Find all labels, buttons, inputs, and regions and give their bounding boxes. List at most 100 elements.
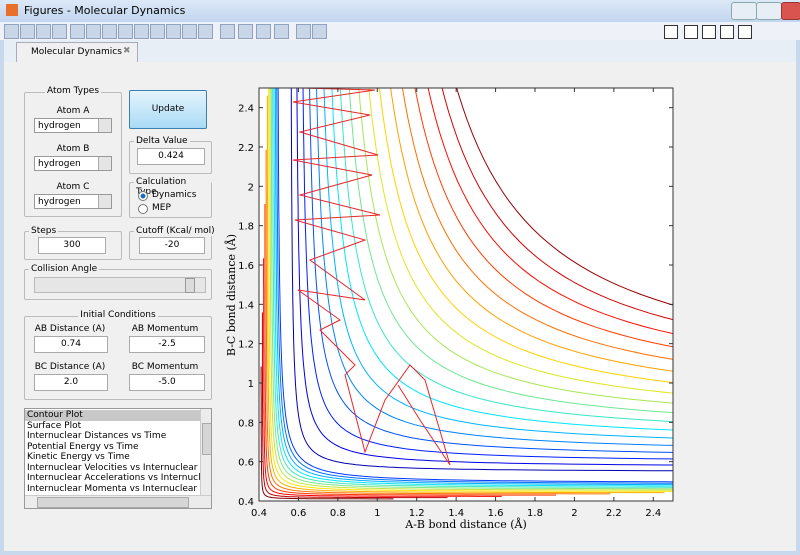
- list-item[interactable]: Potential Energy vs Time: [27, 441, 139, 452]
- tab[interactable]: Molecular Dynamics ✖: [16, 42, 138, 62]
- contour-line: [296, 88, 673, 466]
- list-item[interactable]: Contour Plot: [25, 410, 200, 421]
- update-button[interactable]: Update: [129, 90, 207, 129]
- toolbar-icon[interactable]: [4, 24, 19, 39]
- label: Atom B: [56, 144, 90, 154]
- group-title: Cutoff (Kcal/ mol): [134, 226, 217, 236]
- toolbar-icon[interactable]: [20, 24, 35, 39]
- dropdown[interactable]: hydrogen: [34, 194, 112, 209]
- list-item[interactable]: Internuclear Momenta vs Internuclear Dis…: [27, 483, 200, 494]
- text-input[interactable]: 0.424: [137, 148, 205, 165]
- contour-line: [269, 88, 673, 491]
- dropdown[interactable]: hydrogen: [34, 156, 112, 171]
- x-axis-label: A-B bond distance (Å): [404, 517, 527, 531]
- list-item[interactable]: Kinetic Energy vs Time: [27, 452, 130, 462]
- label: Atom A: [56, 106, 90, 116]
- slider[interactable]: [34, 277, 206, 293]
- list-item[interactable]: Internuclear Accelerations vs Internucle…: [27, 473, 200, 483]
- contour-line: [268, 88, 673, 492]
- radio-label: MEP: [152, 203, 171, 213]
- contour-line: [348, 88, 673, 414]
- contour-line: [266, 95, 665, 494]
- dropdown[interactable]: hydrogen: [34, 118, 112, 133]
- contour-line: [378, 88, 673, 384]
- list-item[interactable]: Surface Plot: [27, 420, 82, 431]
- contour-line: [456, 88, 673, 306]
- text-input[interactable]: 300: [38, 237, 106, 254]
- contour-lines: [260, 88, 673, 500]
- contour-line: [390, 88, 673, 372]
- label: BC Distance (A): [34, 362, 106, 372]
- contour-line: [331, 88, 673, 431]
- radio-label: Dynamics: [152, 190, 197, 200]
- contour-line: [260, 366, 394, 500]
- list-item[interactable]: Internuclear Velocities vs Internuclear …: [27, 462, 200, 473]
- toolbar-icon[interactable]: [312, 24, 327, 39]
- delta-group: Delta Value 0.424: [129, 136, 212, 174]
- tab-close[interactable]: ✖: [123, 46, 131, 56]
- toolbar-icon[interactable]: [256, 24, 271, 39]
- toolbar-icon[interactable]: [36, 24, 51, 39]
- axes-box: [258, 87, 674, 502]
- y-tick-label: 2: [248, 182, 254, 193]
- contour-line: [264, 204, 556, 496]
- scroll-thumb[interactable]: [202, 423, 211, 455]
- slider-thumb[interactable]: [185, 278, 195, 293]
- scroll-thumb[interactable]: [37, 497, 189, 508]
- toolbar-icon[interactable]: [134, 24, 149, 39]
- text-input[interactable]: -2.5: [129, 336, 205, 353]
- title-bar: Figures - Molecular Dynamics: [0, 0, 800, 22]
- y-tick-label: 1.6: [238, 261, 254, 272]
- text-input[interactable]: 0.74: [34, 336, 108, 353]
- layout-icon[interactable]: [684, 25, 698, 39]
- x-tick-label: 2: [571, 508, 577, 519]
- toolbar-icon[interactable]: [274, 24, 289, 39]
- x-tick-label: 0.4: [251, 508, 267, 519]
- contour-line: [302, 88, 673, 460]
- horizontal-scrollbar[interactable]: [25, 495, 211, 508]
- layout-icon[interactable]: [738, 25, 752, 39]
- layout-icon[interactable]: [664, 25, 678, 39]
- list-items: Contour Plot Surface Plot Internuclear Dis…: [25, 410, 200, 495]
- contour-line: [414, 88, 673, 348]
- plot-list[interactable]: Contour Plot Surface Plot Internuclear Dis…: [24, 408, 212, 509]
- toolbar-icon[interactable]: [52, 24, 67, 39]
- toolbar-icon[interactable]: [238, 24, 253, 39]
- label: BC Momentum: [131, 362, 199, 372]
- toolbar-icon[interactable]: [166, 24, 181, 39]
- contour-line: [368, 88, 673, 394]
- x-tick-label: 2.2: [606, 508, 622, 519]
- toolbar-icon[interactable]: [118, 24, 133, 39]
- x-tick-label: 1.4: [448, 508, 464, 519]
- toolbar: [0, 22, 800, 40]
- close-button[interactable]: [781, 2, 800, 20]
- y-axis-label: B-C bond distance (Å): [224, 234, 238, 356]
- toolbar-icon[interactable]: [296, 24, 311, 39]
- x-tick-label: 1.6: [488, 508, 504, 519]
- y-tick-label: 0.4: [238, 497, 254, 508]
- text-input[interactable]: 2.0: [34, 374, 108, 391]
- text-input[interactable]: -5.0: [129, 374, 205, 391]
- toolbar-icon[interactable]: [198, 24, 213, 39]
- toolbar-icon[interactable]: [70, 24, 85, 39]
- contour-line: [309, 88, 673, 453]
- label: AB Distance (A): [34, 324, 106, 334]
- contour-line: [276, 88, 673, 484]
- vertical-scrollbar[interactable]: [200, 409, 211, 495]
- list-item[interactable]: Internuclear Distances vs Time: [27, 431, 167, 441]
- text-input[interactable]: -20: [139, 237, 205, 254]
- toolbar-icon[interactable]: [150, 24, 165, 39]
- toolbar-icon[interactable]: [86, 24, 101, 39]
- toolbar-icon[interactable]: [102, 24, 117, 39]
- plot-area: [259, 88, 673, 501]
- layout-icon[interactable]: [702, 25, 716, 39]
- toolbar-icon[interactable]: [220, 24, 235, 39]
- radio-button[interactable]: [138, 191, 148, 201]
- layout-icon[interactable]: [720, 25, 734, 39]
- y-tick-label: 2.4: [238, 104, 254, 115]
- radio-button[interactable]: [138, 204, 148, 214]
- toolbar-icon[interactable]: [182, 24, 197, 39]
